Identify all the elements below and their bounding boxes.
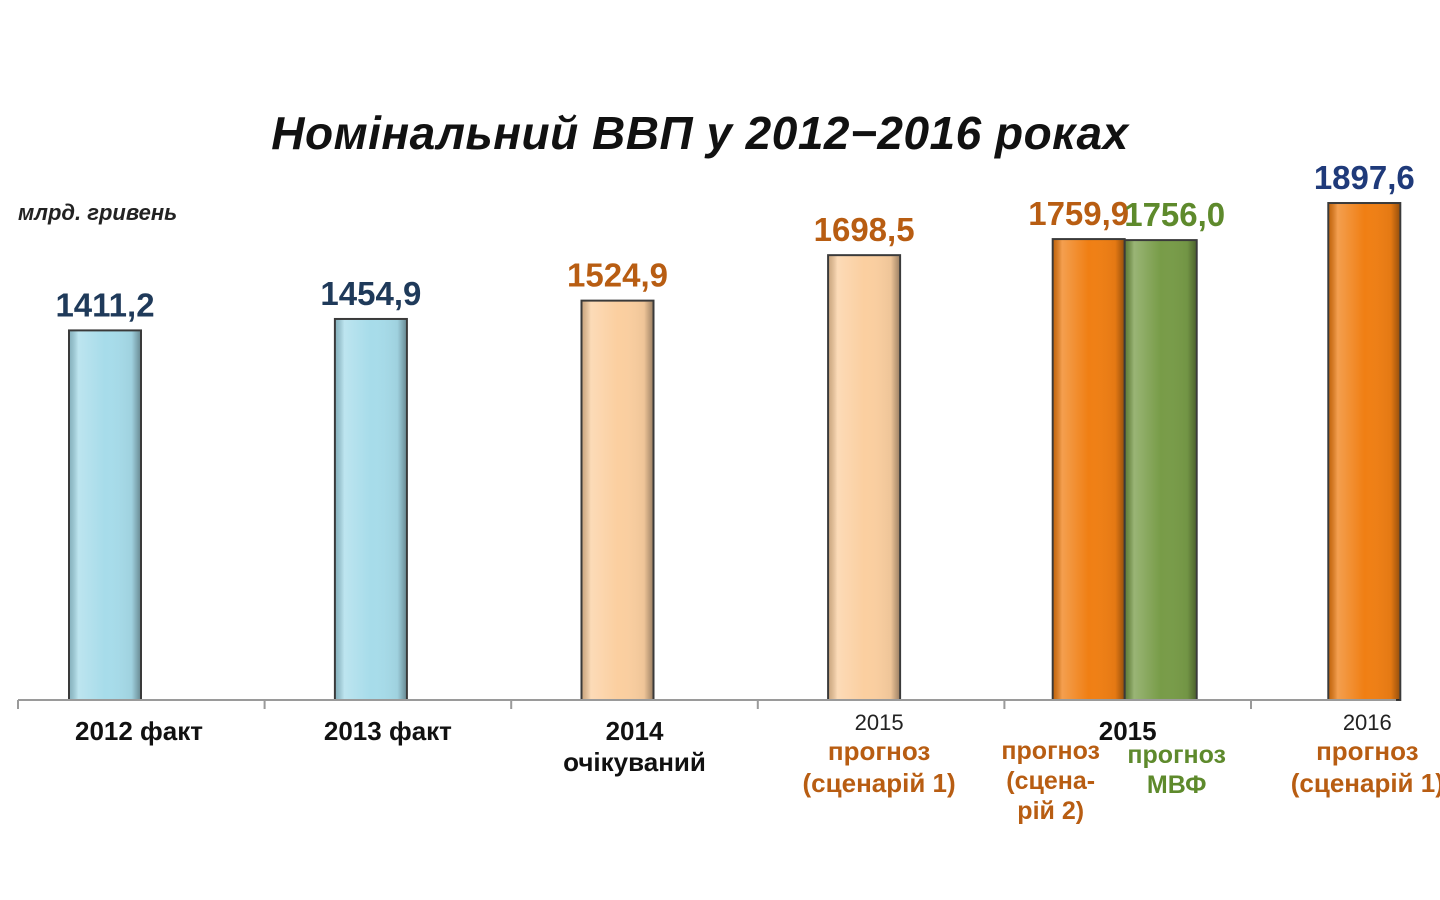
x-tick-label-line: 2015 — [854, 710, 904, 735]
x-sub-label-line: (сцена- — [1006, 767, 1096, 795]
bar-shading — [70, 331, 140, 700]
x-tick-label: 2013 факт — [278, 716, 498, 747]
x-tick-label-line: 2014 — [605, 716, 664, 746]
x-tick-label-line: 2013 факт — [323, 716, 452, 746]
x-sub-label-line: прогноз — [1001, 737, 1100, 765]
chart-title: Номінальний ВВП у 2012−2016 роках — [271, 107, 1129, 159]
bar-value-label: 1411,2 — [55, 286, 154, 323]
bar-value-label: 1454,9 — [320, 275, 421, 312]
bar-shading — [335, 319, 406, 700]
bar-shading — [582, 301, 653, 700]
x-tick-label: 2015 прогноз (сценарій 1) — [769, 710, 989, 799]
x-tick-label: 2016 прогноз (сценарій 1) — [1257, 710, 1440, 799]
x-tick-label-line: 2016 — [1342, 710, 1392, 735]
bar-value-label: 1759,9 — [1028, 195, 1129, 232]
x-tick-label-line: очікуваний — [563, 747, 706, 778]
bar-shading — [1125, 241, 1196, 700]
x-sub-label: прогноз (сцена-рій 2) — [986, 736, 1116, 826]
bar-value-label: 1524,9 — [567, 257, 668, 294]
x-tick-label-line: (сценарій 1) — [802, 767, 956, 798]
bar-value-label: 1756,0 — [1124, 196, 1225, 233]
bar-shading — [1329, 204, 1400, 700]
x-tick-label-line: (сценарій 1) — [1290, 767, 1440, 798]
unit-label: млрд. гривень — [18, 200, 178, 225]
bar-shading — [829, 256, 900, 700]
bar-shading — [1053, 240, 1124, 700]
x-sub-label-line: прогноз — [1127, 741, 1226, 769]
x-tick-label-line: прогноз — [827, 736, 931, 767]
x-tick-label-line: 2015 — [1098, 716, 1157, 746]
x-sub-label-line: рій 2) — [1017, 797, 1085, 825]
bar-value-label: 1897,6 — [1314, 159, 1415, 196]
bar-value-label: 1698,5 — [814, 211, 915, 248]
x-sub-label-line: МВФ — [1146, 771, 1207, 799]
x-sub-label: прогноз МВФ — [1112, 740, 1242, 800]
x-tick-label: 2012 факт — [29, 716, 249, 747]
x-tick-label: 2014 очікуваний — [525, 716, 745, 778]
x-tick-label: 2015 — [1018, 716, 1238, 747]
x-tick-label-line: прогноз — [1316, 736, 1419, 767]
x-tick-label-line: 2012 факт — [74, 716, 204, 746]
